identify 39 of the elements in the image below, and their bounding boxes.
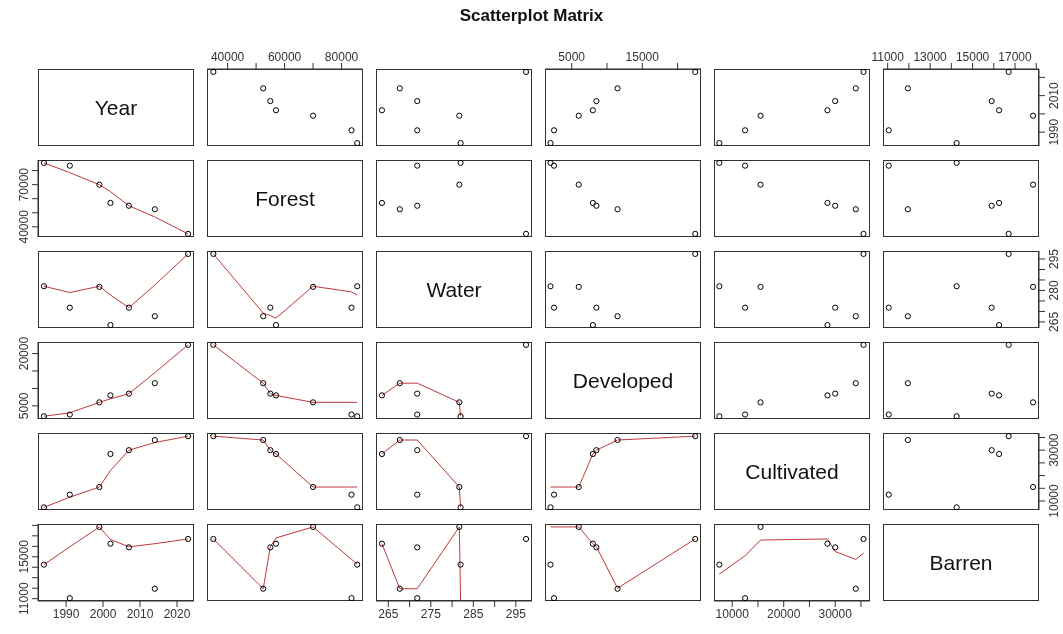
text: Year [38, 69, 194, 146]
y-tick-label: 10000 [1047, 484, 1061, 518]
x-tick-label: 2020 [163, 606, 191, 621]
text: Forest [207, 160, 363, 237]
x-tick-label: 295 [505, 606, 527, 621]
x-tick-label: 1990 [52, 606, 80, 621]
y-tick-label: 1990 [1047, 118, 1061, 146]
y-tick-label: 20000 [17, 336, 31, 371]
x-tick-label: 11000 [871, 50, 905, 64]
text: Barren [883, 524, 1039, 601]
x-tick-label: 265 [378, 606, 399, 621]
y-tick-label: 295 [1047, 248, 1061, 269]
x-tick-label: 17000 [998, 50, 1033, 64]
y-tick-label: 70000 [17, 167, 31, 202]
y-tick-label: 30000 [1047, 433, 1061, 467]
text: Developed [545, 342, 701, 419]
x-tick-label: 60000 [267, 50, 302, 64]
x-tick-label: 2010 [126, 606, 154, 621]
text: Cultivated [714, 433, 870, 510]
x-tick-label: 285 [463, 606, 484, 621]
x-tick-label: 5000 [558, 50, 586, 64]
x-tick-label: 30000 [818, 606, 853, 621]
y-tick-label: 15000 [17, 539, 31, 574]
x-tick-label: 40000 [210, 50, 245, 64]
x-tick-label: 80000 [324, 50, 359, 64]
x-tick-label: 2000 [89, 606, 117, 621]
x-tick-label: 15000 [955, 50, 990, 64]
y-tick-label: 2010 [1047, 81, 1061, 109]
x-tick-label: 20000 [767, 606, 801, 621]
y-tick-label: 40000 [17, 209, 31, 244]
x-tick-label: 275 [420, 606, 442, 621]
x-tick-label: 10000 [715, 606, 750, 621]
y-tick-label: 265 [1047, 311, 1061, 332]
x-tick-label: 13000 [913, 50, 948, 64]
text: Water [376, 251, 532, 328]
y-tick-label: 280 [1047, 280, 1061, 301]
x-tick-label: 15000 [625, 50, 660, 64]
text: Scatterplot Matrix [458, 6, 605, 26]
y-tick-label: 5000 [17, 392, 31, 420]
